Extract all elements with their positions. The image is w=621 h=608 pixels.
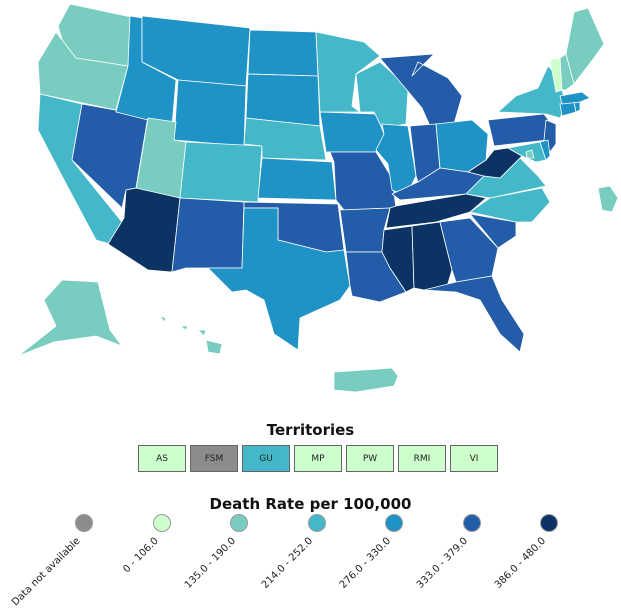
state-ia[interactable] <box>319 111 385 153</box>
legend-item: 333.0 - 379.0 <box>415 514 481 591</box>
legend-label: 333.0 - 379.0 <box>415 535 471 591</box>
state-dc[interactable] <box>525 149 535 159</box>
legend-label: 276.0 - 330.0 <box>337 535 393 591</box>
state-il[interactable] <box>375 123 417 197</box>
state-co[interactable] <box>179 141 263 203</box>
territory-gu[interactable]: GU <box>242 445 290 472</box>
state-sd[interactable] <box>245 73 321 127</box>
territory-pw[interactable]: PW <box>346 445 394 472</box>
state-nm[interactable] <box>171 197 245 273</box>
state-sc[interactable] <box>469 213 517 249</box>
state-de[interactable] <box>539 139 551 161</box>
state-hi[interactable] <box>159 315 223 355</box>
legend-swatch <box>75 514 93 532</box>
state-nh[interactable] <box>559 53 575 91</box>
territory-rmi[interactable]: RMI <box>398 445 446 472</box>
state-wy[interactable] <box>173 79 247 147</box>
state-wi[interactable] <box>355 61 409 129</box>
state-tx[interactable] <box>207 207 351 351</box>
legend-swatch <box>385 514 403 532</box>
legend-label: 386.0 - 480.0 <box>492 535 548 591</box>
legend-item: 135.0 - 190.0 <box>183 514 248 591</box>
legend-item: 0 - 106.0 <box>121 514 171 575</box>
legend-swatch <box>152 514 171 532</box>
territory-island-shape <box>597 185 619 213</box>
legend-swatch <box>540 514 558 532</box>
legend-item: Data not available <box>10 514 93 608</box>
legend-item: 276.0 - 330.0 <box>338 514 403 591</box>
state-pr[interactable] <box>333 367 399 393</box>
state-mi[interactable] <box>379 53 463 127</box>
territories-title: Territories <box>266 421 355 439</box>
legend-swatch <box>307 514 326 532</box>
state-me[interactable] <box>565 7 605 85</box>
territory-fsm[interactable]: FSM <box>190 445 238 472</box>
state-fl[interactable] <box>423 275 525 353</box>
us-choropleth-map <box>17 3 619 393</box>
state-nd[interactable] <box>247 29 319 77</box>
territory-as[interactable]: AS <box>138 445 186 472</box>
state-ak[interactable] <box>17 279 123 357</box>
legend-swatch <box>462 514 481 532</box>
legend-label: Data not available <box>10 535 83 608</box>
legend-label: 135.0 - 190.0 <box>182 535 238 591</box>
state-ma[interactable] <box>559 91 591 105</box>
legend-swatch <box>230 514 248 532</box>
legend-item: 386.0 - 480.0 <box>493 514 558 591</box>
state-ks[interactable] <box>257 157 337 201</box>
state-pa[interactable] <box>487 113 551 147</box>
legend-item: 214.0 - 252.0 <box>260 514 326 591</box>
legend-label: 214.0 - 252.0 <box>260 535 316 591</box>
territory-vi[interactable]: VI <box>450 445 498 472</box>
legend-title: Death Rate per 100,000 <box>209 495 412 513</box>
territories-row: AS FSM GU MP PW RMI VI <box>138 445 498 472</box>
legend-label: 0 - 106.0 <box>120 535 161 576</box>
territory-mp[interactable]: MP <box>294 445 342 472</box>
